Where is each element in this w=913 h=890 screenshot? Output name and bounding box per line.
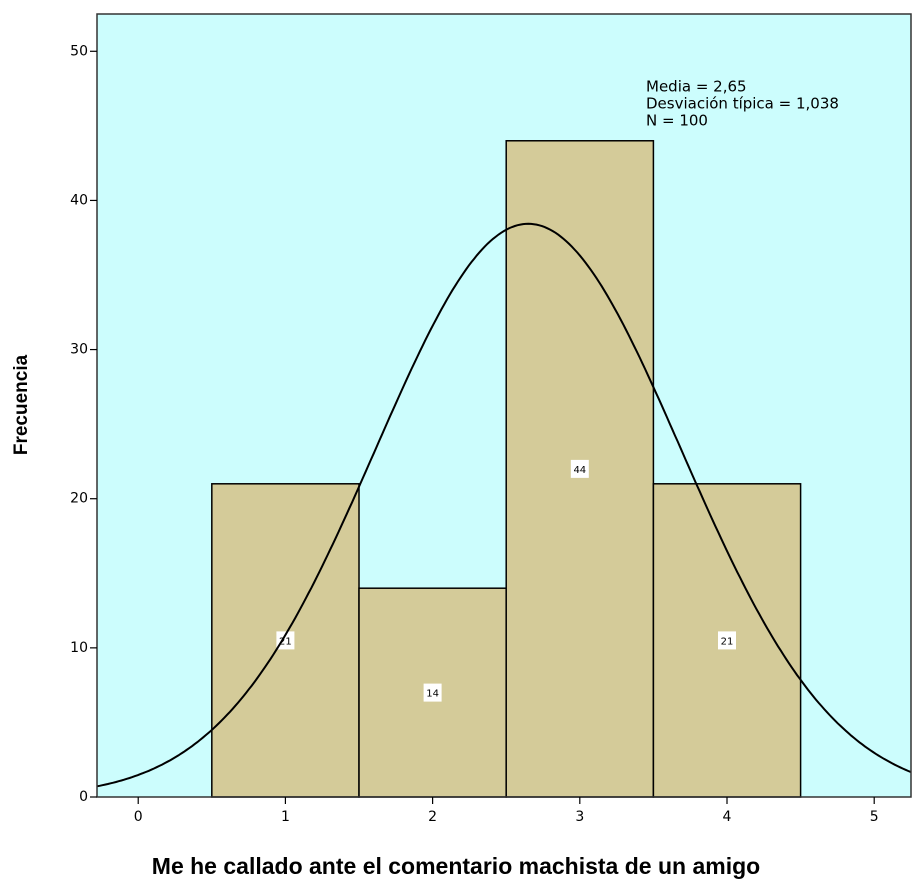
x-tick-label: 1 (281, 809, 290, 825)
value-label-box (276, 631, 295, 650)
value-label-box (718, 631, 737, 650)
x-tick-label: 4 (723, 809, 732, 825)
stats-text: Media = 2,65 (646, 78, 747, 96)
value-label: 44 (573, 465, 586, 476)
x-tick-label: 2 (428, 809, 437, 825)
value-label-box (423, 683, 442, 702)
value-label: 21 (279, 636, 292, 647)
y-tick-label: 20 (70, 491, 88, 507)
y-axis-label: Frecuencia (11, 354, 32, 455)
y-tick-label: 0 (79, 789, 88, 805)
x-tick-label: 3 (575, 809, 584, 825)
value-label: 21 (721, 636, 734, 647)
y-tick-label: 10 (70, 640, 88, 656)
y-tick-label: 30 (70, 342, 88, 358)
stats-text: Desviación típica = 1,038 (646, 95, 839, 113)
plot-border (96, 13, 912, 798)
stats-text: N = 100 (646, 112, 708, 130)
x-tick-label: 5 (870, 809, 879, 825)
value-label: 14 (426, 689, 439, 700)
value-label-box (570, 459, 589, 478)
normal-curve (96, 222, 912, 788)
y-tick-label: 50 (70, 43, 88, 59)
x-axis-label: Me he callado ante el comentario machist… (152, 853, 760, 879)
y-tick-label: 40 (70, 192, 88, 208)
x-tick-label: 0 (134, 809, 143, 825)
